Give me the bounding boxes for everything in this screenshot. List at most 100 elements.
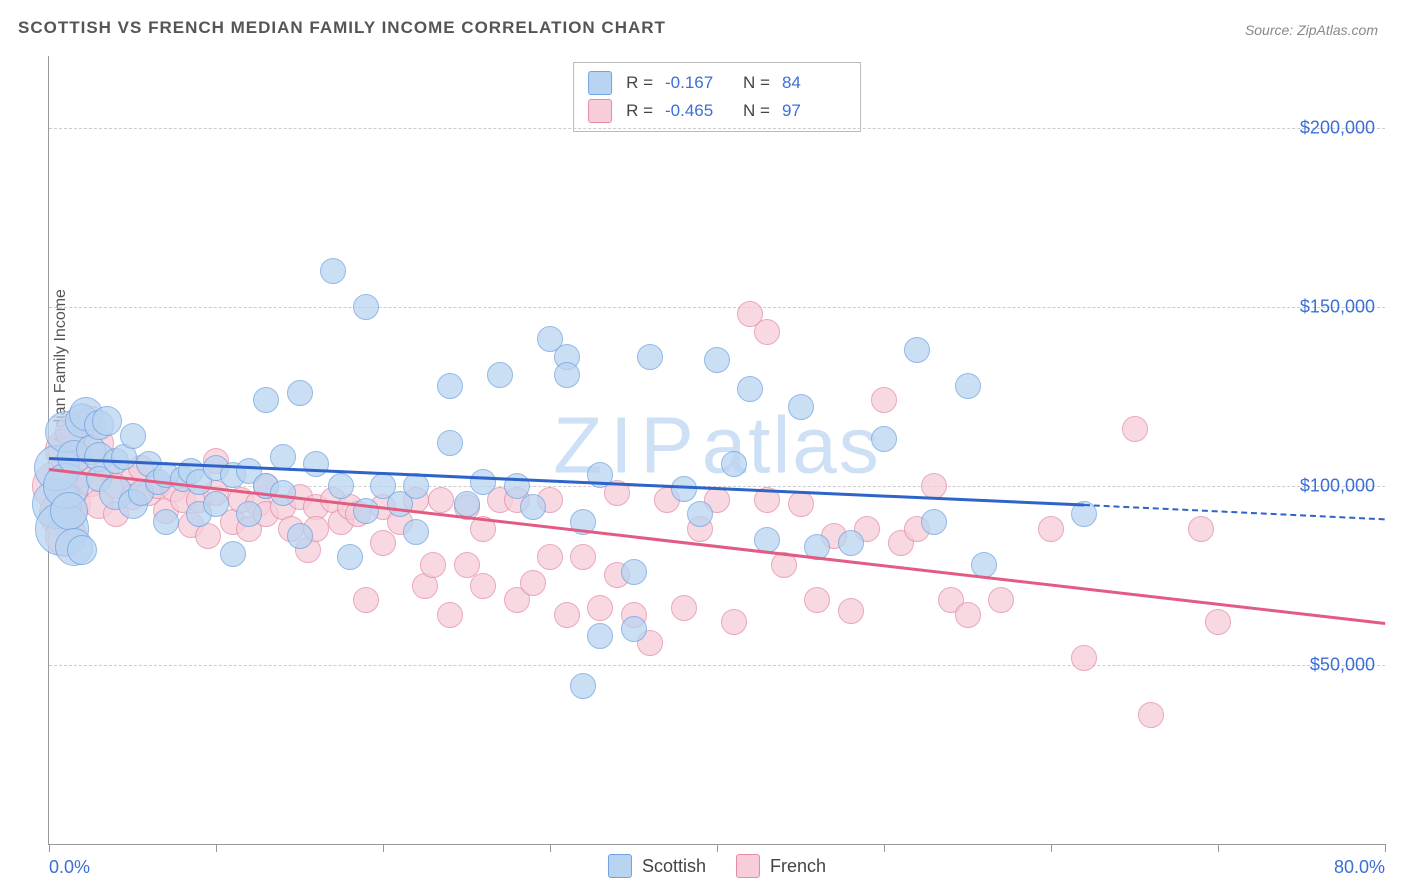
n-label: N = <box>743 73 770 93</box>
data-point-scottish <box>921 509 947 535</box>
data-point-scottish <box>337 544 363 570</box>
r-value-french: -0.465 <box>665 101 729 121</box>
data-point-french <box>721 609 747 635</box>
x-axis-label: 0.0% <box>49 857 90 878</box>
x-tick <box>216 844 217 852</box>
gridline <box>49 128 1385 129</box>
swatch-scottish <box>608 854 632 878</box>
legend-correlation: R = -0.167 N = 84 R = -0.465 N = 97 <box>573 62 861 132</box>
x-axis-label: 80.0% <box>1334 857 1385 878</box>
data-point-scottish <box>236 501 262 527</box>
data-point-scottish <box>303 451 329 477</box>
data-point-french <box>570 544 596 570</box>
data-point-scottish <box>153 509 179 535</box>
swatch-scottish <box>588 71 612 95</box>
data-point-scottish <box>838 530 864 556</box>
legend-row-scottish: R = -0.167 N = 84 <box>588 69 846 97</box>
y-tick-label: $200,000 <box>1300 117 1375 138</box>
data-point-scottish <box>955 373 981 399</box>
x-tick <box>383 844 384 852</box>
data-point-scottish <box>353 294 379 320</box>
legend-label-scottish: Scottish <box>642 856 706 877</box>
data-point-scottish <box>671 476 697 502</box>
data-point-scottish <box>120 423 146 449</box>
data-point-french <box>470 573 496 599</box>
data-point-french <box>1205 609 1231 635</box>
legend-label-french: French <box>770 856 826 877</box>
data-point-french <box>671 595 697 621</box>
data-point-french <box>838 598 864 624</box>
data-point-scottish <box>437 373 463 399</box>
data-point-scottish <box>737 376 763 402</box>
r-label: R = <box>626 101 653 121</box>
n-label: N = <box>743 101 770 121</box>
data-point-french <box>788 491 814 517</box>
data-point-french <box>754 319 780 345</box>
data-point-french <box>1188 516 1214 542</box>
scatter-plot: Median Family Income ZIPatlas R = -0.167… <box>48 56 1385 845</box>
data-point-french <box>420 552 446 578</box>
data-point-scottish <box>67 535 97 565</box>
data-point-scottish <box>403 519 429 545</box>
trend-line-extension <box>1084 504 1385 520</box>
x-tick <box>1051 844 1052 852</box>
data-point-scottish <box>754 527 780 553</box>
data-point-scottish <box>320 258 346 284</box>
data-point-scottish <box>520 494 546 520</box>
legend-series: Scottish French <box>608 854 826 878</box>
data-point-french <box>353 587 379 613</box>
data-point-french <box>1038 516 1064 542</box>
data-point-scottish <box>570 673 596 699</box>
data-point-scottish <box>454 491 480 517</box>
data-point-scottish <box>287 523 313 549</box>
data-point-french <box>370 530 396 556</box>
x-tick <box>49 844 50 852</box>
data-point-scottish <box>687 501 713 527</box>
data-point-scottish <box>92 406 122 436</box>
data-point-french <box>428 487 454 513</box>
data-point-scottish <box>287 380 313 406</box>
gridline <box>49 665 1385 666</box>
swatch-french <box>588 99 612 123</box>
data-point-scottish <box>487 362 513 388</box>
data-point-scottish <box>788 394 814 420</box>
data-point-french <box>1138 702 1164 728</box>
data-point-scottish <box>328 473 354 499</box>
source-label: Source: ZipAtlas.com <box>1245 22 1378 38</box>
x-tick <box>550 844 551 852</box>
data-point-scottish <box>353 498 379 524</box>
data-point-scottish <box>50 492 88 530</box>
x-tick <box>1218 844 1219 852</box>
swatch-french <box>736 854 760 878</box>
data-point-french <box>955 602 981 628</box>
gridline <box>49 307 1385 308</box>
data-point-scottish <box>721 451 747 477</box>
n-value-scottish: 84 <box>782 73 846 93</box>
data-point-scottish <box>220 541 246 567</box>
legend-item-scottish: Scottish <box>608 854 706 878</box>
source-prefix: Source: <box>1245 22 1297 38</box>
data-point-scottish <box>704 347 730 373</box>
data-point-french <box>871 387 897 413</box>
data-point-scottish <box>621 559 647 585</box>
data-point-french <box>537 544 563 570</box>
chart-title: SCOTTISH VS FRENCH MEDIAN FAMILY INCOME … <box>18 18 666 38</box>
data-point-french <box>587 595 613 621</box>
data-point-scottish <box>904 337 930 363</box>
x-tick <box>717 844 718 852</box>
r-label: R = <box>626 73 653 93</box>
data-point-scottish <box>554 362 580 388</box>
y-tick-label: $100,000 <box>1300 475 1375 496</box>
data-point-french <box>1071 645 1097 671</box>
data-point-scottish <box>871 426 897 452</box>
data-point-french <box>454 552 480 578</box>
legend-item-french: French <box>736 854 826 878</box>
r-value-scottish: -0.167 <box>665 73 729 93</box>
data-point-french <box>437 602 463 628</box>
data-point-french <box>804 587 830 613</box>
data-point-scottish <box>587 623 613 649</box>
data-point-scottish <box>437 430 463 456</box>
y-tick-label: $150,000 <box>1300 296 1375 317</box>
data-point-scottish <box>621 616 647 642</box>
source-value: ZipAtlas.com <box>1297 22 1378 38</box>
